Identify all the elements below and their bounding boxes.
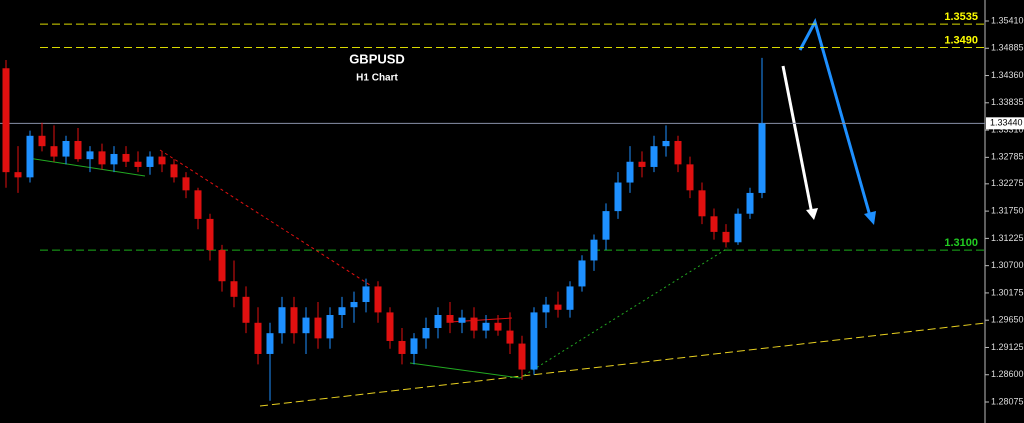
y-tick-label: 1.34885 bbox=[991, 43, 1024, 53]
candle-body bbox=[62, 140, 70, 157]
chart-subtitle: H1 Chart bbox=[356, 73, 398, 84]
trend-line bbox=[259, 322, 986, 407]
candle-body bbox=[638, 161, 646, 167]
arrow bbox=[781, 65, 814, 215]
candle-body bbox=[662, 140, 670, 147]
last-price-box bbox=[986, 117, 1024, 130]
candle-body bbox=[458, 317, 466, 323]
arrow-head bbox=[806, 208, 818, 220]
candle-body bbox=[122, 153, 130, 162]
candle-body bbox=[74, 140, 82, 160]
candle-body bbox=[614, 182, 622, 212]
candle-body bbox=[314, 317, 322, 339]
arrow-head bbox=[864, 211, 876, 225]
candle-body bbox=[266, 333, 274, 354]
last-price-label: 1.33440 bbox=[990, 118, 1023, 128]
candle-body bbox=[746, 192, 754, 214]
candle-body bbox=[230, 281, 238, 297]
candle-body bbox=[170, 164, 178, 178]
candle-body bbox=[446, 315, 454, 323]
candle-body bbox=[338, 307, 346, 316]
y-tick-label: 1.32275 bbox=[991, 178, 1024, 188]
candle-body bbox=[362, 286, 370, 303]
y-tick-label: 1.31225 bbox=[991, 233, 1024, 243]
trend-line bbox=[27, 157, 146, 177]
y-tick-label: 1.34360 bbox=[991, 70, 1024, 80]
candle-body bbox=[242, 296, 250, 323]
candle-body bbox=[14, 172, 22, 178]
y-tick-label: 1.29125 bbox=[991, 342, 1024, 352]
trend-line bbox=[409, 362, 521, 379]
level-label: 1.3535 bbox=[944, 11, 978, 23]
candle-body bbox=[134, 161, 142, 167]
candle-body bbox=[722, 231, 730, 243]
candle-body bbox=[674, 140, 682, 165]
candle-body bbox=[38, 135, 46, 147]
candle-body bbox=[494, 322, 502, 331]
candle-body bbox=[158, 156, 166, 165]
candle-body bbox=[410, 338, 418, 354]
candle-body bbox=[602, 211, 610, 240]
candle-body bbox=[2, 68, 10, 173]
candle-body bbox=[290, 307, 298, 334]
y-tick-label: 1.32785 bbox=[991, 152, 1024, 162]
candle-body bbox=[386, 312, 394, 341]
candle-body bbox=[566, 286, 574, 310]
candle-body bbox=[650, 146, 658, 167]
candle-body bbox=[110, 153, 118, 165]
candle-body bbox=[98, 151, 106, 165]
candle-body bbox=[302, 317, 310, 334]
candle-body bbox=[626, 161, 634, 183]
candle-body bbox=[374, 286, 382, 313]
candle-body bbox=[398, 340, 406, 354]
candle-body bbox=[590, 239, 598, 261]
candle-body bbox=[86, 151, 94, 160]
chart-title: GBPUSD bbox=[349, 51, 405, 66]
candle-body bbox=[218, 250, 226, 282]
candle-body bbox=[530, 312, 538, 370]
y-tick-label: 1.28075 bbox=[991, 396, 1024, 406]
candle-body bbox=[578, 260, 586, 287]
y-tick-label: 1.30175 bbox=[991, 287, 1024, 297]
candle-body bbox=[542, 304, 550, 313]
y-tick-label: 1.33310 bbox=[991, 124, 1024, 134]
candle-body bbox=[710, 216, 718, 232]
y-tick-label: 1.29650 bbox=[991, 315, 1024, 325]
candle-body bbox=[194, 190, 202, 219]
candle-body bbox=[422, 327, 430, 339]
level-label: 1.3100 bbox=[944, 237, 978, 249]
candle-body bbox=[254, 322, 262, 354]
candle-body bbox=[182, 177, 190, 191]
candle-body bbox=[470, 317, 478, 331]
candle-body bbox=[698, 190, 706, 217]
candle-body bbox=[278, 307, 286, 334]
candle-body bbox=[326, 315, 334, 339]
level-label: 1.3490 bbox=[944, 34, 978, 46]
candle-body bbox=[26, 135, 34, 178]
candle-body bbox=[206, 218, 214, 251]
candle-body bbox=[434, 315, 442, 328]
candle-body bbox=[758, 123, 766, 193]
candle-body bbox=[686, 164, 694, 191]
candle-body bbox=[554, 304, 562, 310]
candle-body bbox=[146, 156, 154, 167]
candle-body bbox=[734, 213, 742, 243]
candle-body bbox=[350, 302, 358, 308]
y-tick-label: 1.31750 bbox=[991, 205, 1024, 215]
candle-body bbox=[518, 343, 526, 370]
y-tick-label: 1.28600 bbox=[991, 369, 1024, 379]
y-tick-label: 1.33835 bbox=[991, 97, 1024, 107]
candle-body bbox=[50, 146, 58, 157]
candle-body bbox=[506, 330, 514, 344]
candle-body bbox=[482, 322, 490, 331]
trend-line bbox=[519, 247, 729, 379]
arrow bbox=[798, 18, 872, 217]
y-tick-label: 1.35410 bbox=[991, 15, 1024, 25]
y-tick-label: 1.30700 bbox=[991, 260, 1024, 270]
